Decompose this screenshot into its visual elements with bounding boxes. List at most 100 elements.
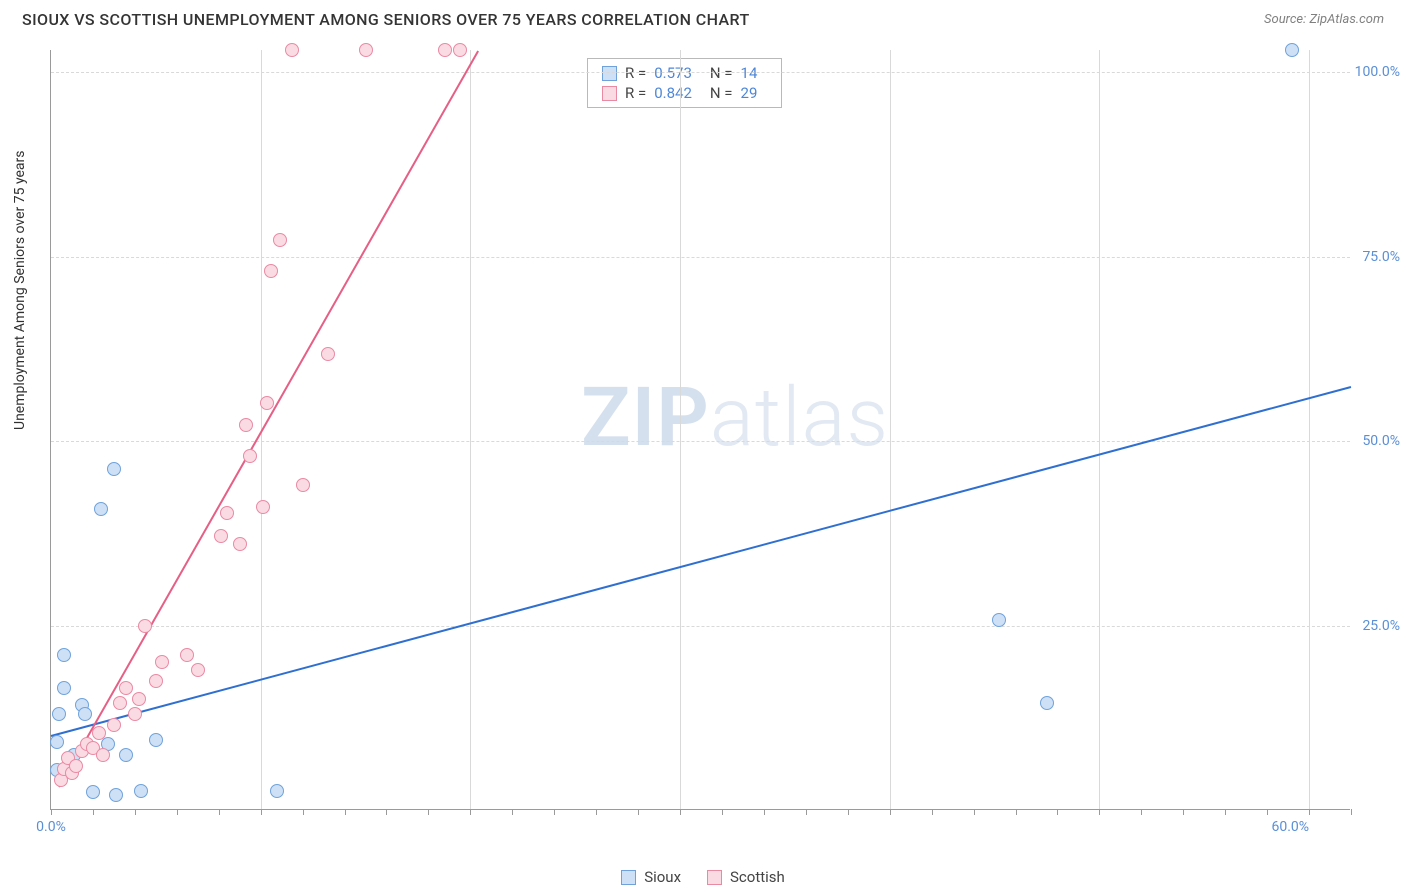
x-tick-mark [386, 809, 387, 815]
data-point-scottish [321, 347, 335, 361]
data-point-scottish [132, 692, 146, 706]
data-point-scottish [359, 43, 373, 57]
watermark-bold: ZIP [581, 370, 710, 466]
data-point-sioux [57, 648, 71, 662]
data-point-scottish [243, 449, 257, 463]
data-point-scottish [155, 655, 169, 669]
stat-r-label: R = [625, 84, 646, 102]
data-point-scottish [128, 707, 142, 721]
x-tick-mark [470, 809, 471, 815]
data-point-sioux [134, 784, 148, 798]
x-tick-mark [345, 809, 346, 815]
stat-r-value: 0.842 [654, 84, 692, 102]
data-point-scottish [220, 506, 234, 520]
data-point-scottish [92, 726, 106, 740]
data-point-scottish [138, 619, 152, 633]
data-point-sioux [119, 748, 133, 762]
x-tick-mark [1183, 809, 1184, 815]
y-axis-title: Unemployment Among Seniors over 75 years [12, 151, 28, 431]
x-tick-mark [806, 809, 807, 815]
gridline-h [51, 626, 1350, 627]
gridline-v [470, 50, 471, 809]
x-tick-mark [974, 809, 975, 815]
data-point-sioux [270, 784, 284, 798]
data-point-scottish [453, 43, 467, 57]
legend-label: Sioux [644, 868, 681, 886]
data-point-sioux [50, 735, 64, 749]
data-point-scottish [239, 418, 253, 432]
y-tick-label: 100.0% [1354, 64, 1400, 80]
source-name: ZipAtlas.com [1309, 12, 1384, 27]
data-point-scottish [256, 500, 270, 514]
data-point-sioux [1285, 43, 1299, 57]
legend-label: Scottish [730, 868, 785, 886]
x-tick-mark [1141, 809, 1142, 815]
data-point-sioux [78, 707, 92, 721]
data-point-scottish [113, 696, 127, 710]
x-tick-label: 0.0% [36, 819, 66, 835]
x-tick-mark [680, 809, 681, 815]
data-point-sioux [52, 707, 66, 721]
gridline-v [890, 50, 891, 809]
x-tick-mark [848, 809, 849, 815]
legend-swatch-icon [621, 870, 636, 885]
y-tick-label: 25.0% [1354, 618, 1400, 634]
legend-swatch-icon [707, 870, 722, 885]
chart-title: SIOUX VS SCOTTISH UNEMPLOYMENT AMONG SEN… [22, 10, 750, 29]
y-tick-label: 75.0% [1354, 249, 1400, 265]
stat-n-label: N = [710, 84, 733, 102]
data-point-scottish [296, 478, 310, 492]
y-tick-label: 50.0% [1354, 433, 1400, 449]
data-point-scottish [191, 663, 205, 677]
x-tick-mark [219, 809, 220, 815]
gridline-v [1309, 50, 1310, 809]
data-point-scottish [438, 43, 452, 57]
x-tick-mark [1267, 809, 1268, 815]
data-point-sioux [109, 788, 123, 802]
x-tick-mark [722, 809, 723, 815]
legend-swatch-icon [602, 86, 617, 101]
x-tick-mark [1016, 809, 1017, 815]
x-tick-mark [1057, 809, 1058, 815]
x-tick-mark [638, 809, 639, 815]
data-point-scottish [149, 674, 163, 688]
gridline-h [51, 441, 1350, 442]
data-point-scottish [260, 396, 274, 410]
trend-line-sioux [51, 386, 1352, 737]
data-point-sioux [992, 613, 1006, 627]
x-tick-mark [932, 809, 933, 815]
x-tick-mark [303, 809, 304, 815]
data-point-sioux [107, 462, 121, 476]
stat-row-scottish: R = 0.842N = 29 [588, 83, 781, 103]
gridline-v [680, 50, 681, 809]
x-tick-mark [1099, 809, 1100, 815]
data-point-scottish [69, 759, 83, 773]
x-tick-mark [1351, 809, 1352, 815]
chart-header: SIOUX VS SCOTTISH UNEMPLOYMENT AMONG SEN… [0, 0, 1406, 35]
data-point-sioux [86, 785, 100, 799]
x-tick-mark [135, 809, 136, 815]
source-credit: Source: ZipAtlas.com [1264, 12, 1384, 27]
data-point-sioux [57, 681, 71, 695]
x-tick-mark [428, 809, 429, 815]
data-point-scottish [96, 748, 110, 762]
watermark-light: atlas [710, 370, 889, 466]
gridline-h [51, 257, 1350, 258]
x-tick-mark [261, 809, 262, 815]
data-point-sioux [94, 502, 108, 516]
x-tick-mark [890, 809, 891, 815]
data-point-sioux [149, 733, 163, 747]
correlation-stat-box: R = 0.573N = 14R = 0.842N = 29 [587, 58, 782, 108]
data-point-scottish [214, 529, 228, 543]
bottom-legend: Sioux Scottish [0, 868, 1406, 886]
data-point-sioux [1040, 696, 1054, 710]
x-tick-mark [1309, 809, 1310, 815]
watermark: ZIPatlas [581, 370, 889, 466]
data-point-scottish [233, 537, 247, 551]
data-point-scottish [273, 233, 287, 247]
x-tick-mark [93, 809, 94, 815]
data-point-scottish [285, 43, 299, 57]
data-point-scottish [119, 681, 133, 695]
plot-area: ZIPatlas R = 0.573N = 14R = 0.842N = 29 … [50, 50, 1350, 810]
x-tick-mark [1225, 809, 1226, 815]
